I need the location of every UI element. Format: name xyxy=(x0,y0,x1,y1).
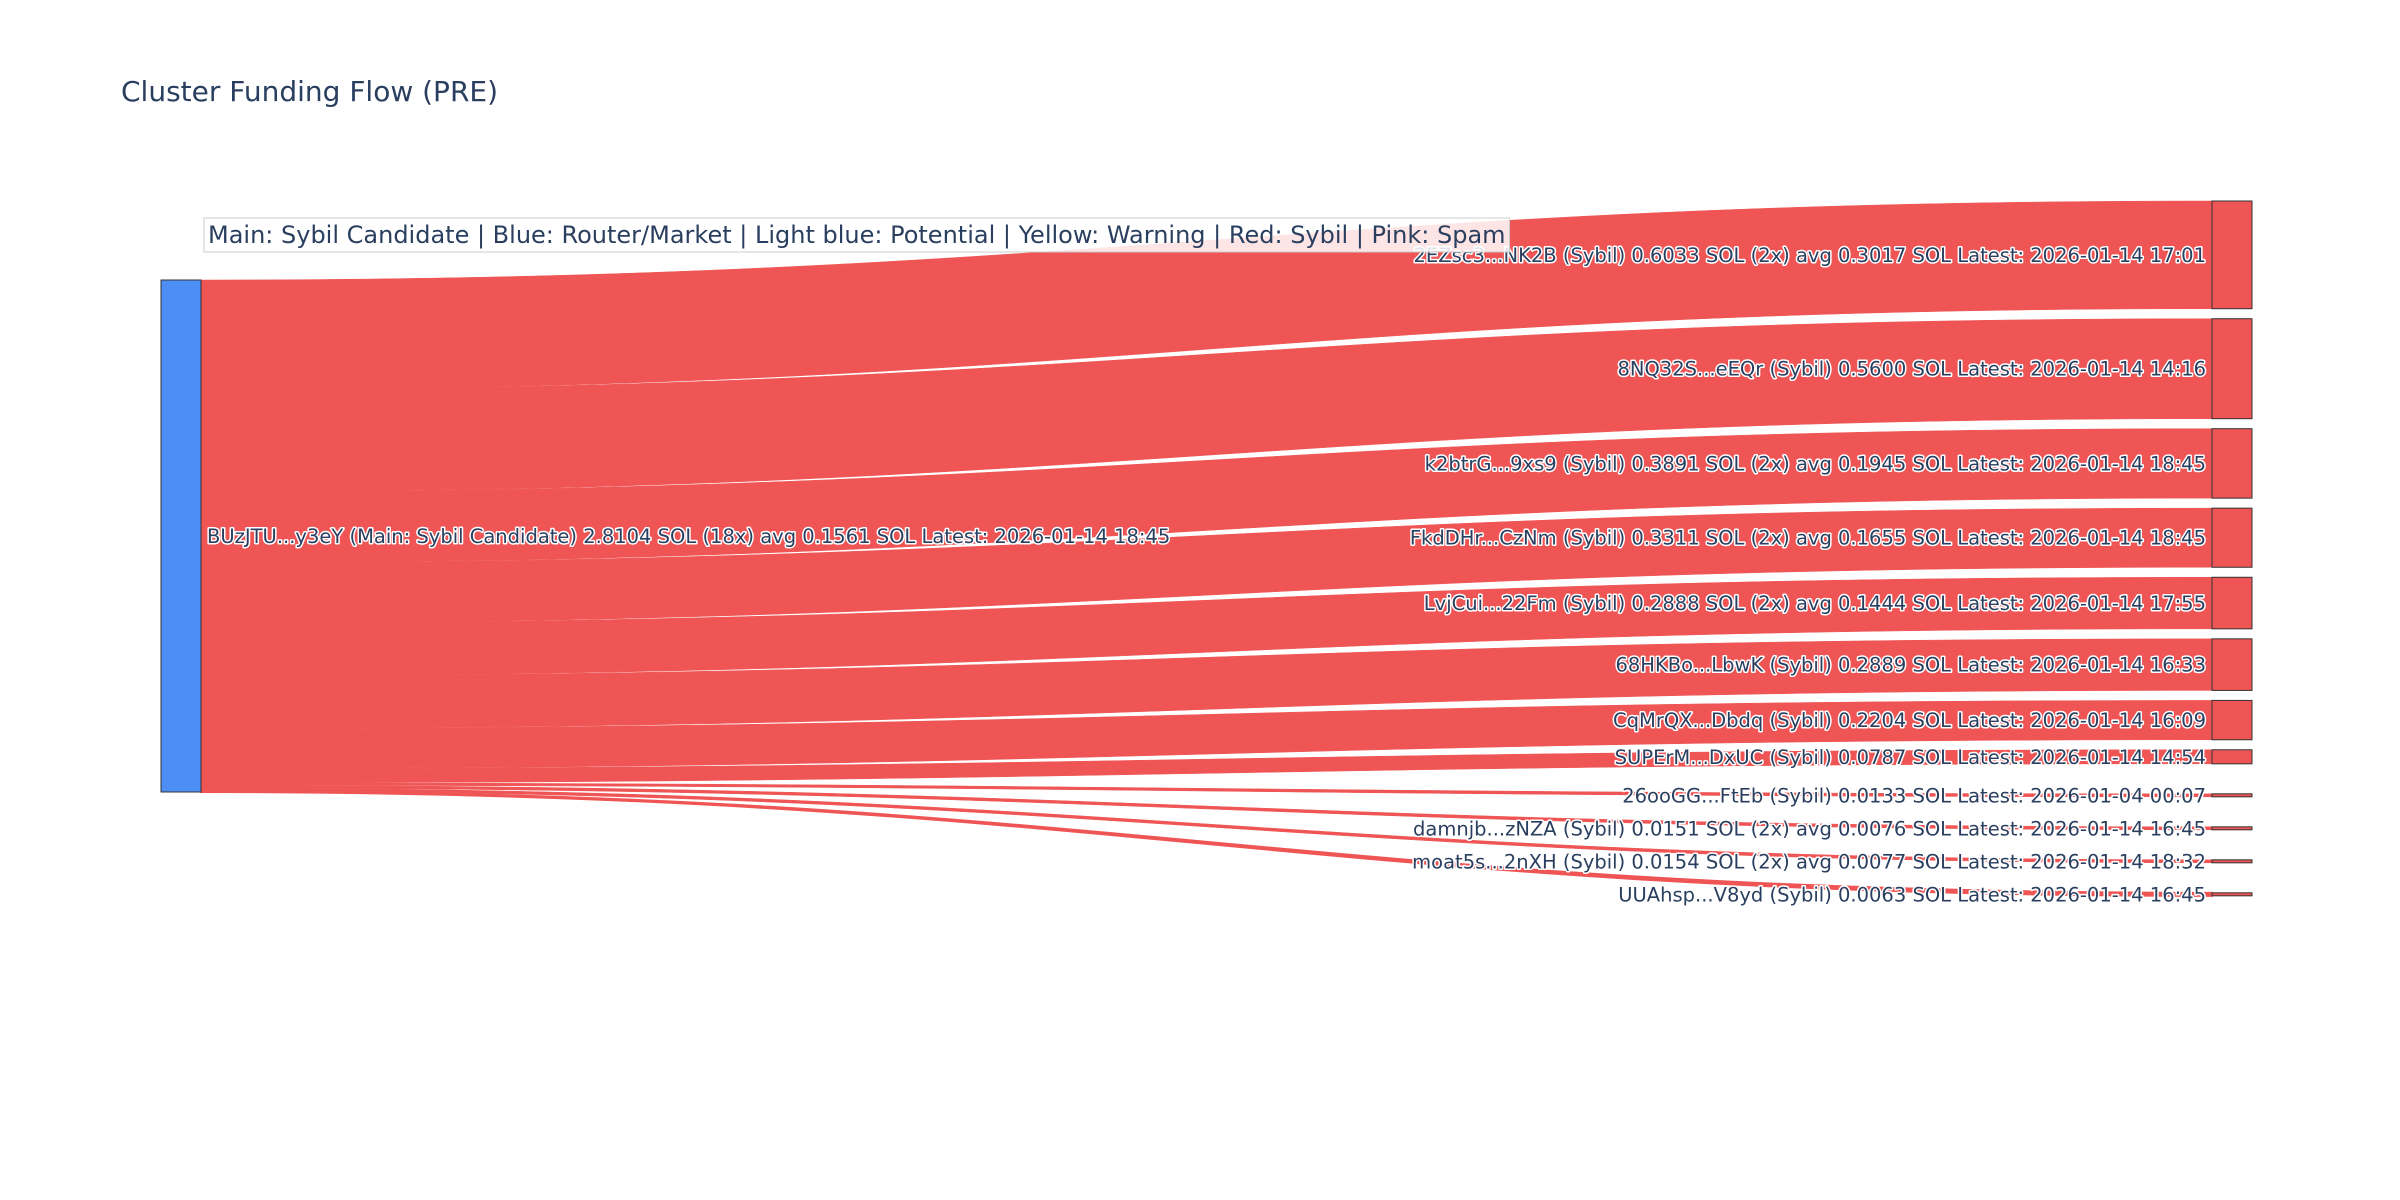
target-node-superm-dxuc xyxy=(2211,749,2253,765)
target-node-damnjb-znza xyxy=(2211,826,2253,831)
legend-annotation-box xyxy=(203,217,1511,253)
target-node-lvjcui-22fm xyxy=(2211,576,2253,630)
target-node-label-k2btrg-9xs9: k2btrG...9xs9 (Sybil) 0.3891 SOL (2x) av… xyxy=(1425,452,2206,475)
target-node-label-cqmrqx-dbdq: CqMrQX...Dbdq (Sybil) 0.2204 SOL Latest:… xyxy=(1613,709,2206,732)
target-node-26oogg-fteb xyxy=(2211,793,2253,798)
target-node-fkddhr-cznm xyxy=(2211,507,2253,568)
target-node-label-superm-dxuc: SUPErM...DxUC (Sybil) 0.0787 SOL Latest:… xyxy=(1615,746,2206,769)
target-node-uuahsp-v8yd xyxy=(2211,892,2253,897)
source-node xyxy=(160,279,202,793)
target-node-2ezsc3-nk2b xyxy=(2211,200,2253,310)
target-node-label-lvjcui-22fm: LvjCui...22Fm (Sybil) 0.2888 SOL (2x) av… xyxy=(1424,592,2206,615)
target-node-moat5s-2nxh xyxy=(2211,859,2253,864)
target-node-label-uuahsp-v8yd: UUAhsp...V8yd (Sybil) 0.0063 SOL Latest:… xyxy=(1618,883,2206,906)
labels-group: BUzJTU...y3eY (Main: Sybil Candidate) 2.… xyxy=(206,242,2208,907)
target-node-label-moat5s-2nxh: moat5s...2nXH (Sybil) 0.0154 SOL (2x) av… xyxy=(1412,850,2206,873)
target-node-68hkbo-lbwk xyxy=(2211,638,2253,691)
links-group xyxy=(200,200,2213,897)
target-node-cqmrqx-dbdq xyxy=(2211,699,2253,741)
target-node-label-damnjb-znza: damnjb...zNZA (Sybil) 0.0151 SOL (2x) av… xyxy=(1413,817,2206,840)
chart-title: Cluster Funding Flow (PRE) xyxy=(121,75,498,108)
nodes-group xyxy=(160,200,2253,897)
legend-annotation-text: Main: Sybil Candidate | Blue: Router/Mar… xyxy=(208,221,1506,249)
target-node-label-26oogg-fteb: 26ooGG...FtEb (Sybil) 0.0133 SOL Latest:… xyxy=(1622,784,2206,807)
target-node-8nq32s-eeqr xyxy=(2211,318,2253,420)
source-node-label: BUzJTU...y3eY (Main: Sybil Candidate) 2.… xyxy=(207,525,1170,548)
legend-annotation: Main: Sybil Candidate | Blue: Router/Mar… xyxy=(203,217,1511,253)
target-node-label-8nq32s-eeqr: 8NQ32S...eEQr (Sybil) 0.5600 SOL Latest:… xyxy=(1617,358,2206,381)
target-node-label-fkddhr-cznm: FkdDHr...CzNm (Sybil) 0.3311 SOL (2x) av… xyxy=(1410,527,2206,550)
target-node-label-68hkbo-lbwk: 68HKBo...LbwK (Sybil) 0.2889 SOL Latest:… xyxy=(1615,654,2206,677)
target-node-label-2ezsc3-nk2b: 2EZsc3...NK2B (Sybil) 0.6033 SOL (2x) av… xyxy=(1414,244,2206,267)
target-node-k2btrg-9xs9 xyxy=(2211,428,2253,499)
